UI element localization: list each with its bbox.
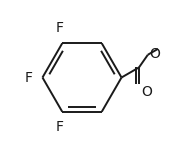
Text: F: F <box>24 71 32 84</box>
Text: O: O <box>141 85 152 99</box>
Text: F: F <box>55 120 63 134</box>
Text: F: F <box>55 21 63 35</box>
Text: O: O <box>150 47 161 61</box>
